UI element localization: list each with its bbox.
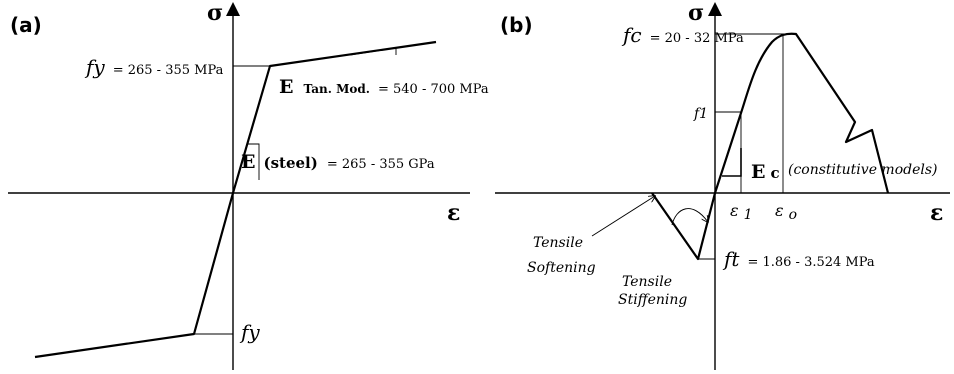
- panel-a-steel-modulus-label: E (steel) = 265 - 355 GPa: [241, 151, 435, 173]
- panel-b-f1-label: f1: [693, 106, 708, 122]
- panel-b-constitutive-label: (constitutive models): [788, 162, 938, 178]
- panel-b-ft-label: ft = 1.86 - 3.524 MPa: [722, 247, 875, 271]
- panel-b-epso-label: ε o: [775, 201, 797, 223]
- panel-b-fc-label: fc = 20 - 32 MPa: [621, 23, 744, 47]
- panel-a-steel-curve: [35, 42, 436, 357]
- panel-a-stress-axis-arrow-icon: [226, 2, 240, 16]
- panel-a: (a) σ ε fy = 265 - 355 MPa E Tan. Mod. =…: [8, 0, 489, 370]
- panel-b-eps1-label: ε 1: [730, 201, 753, 223]
- panel-a-fy-bottom-label: fy: [239, 320, 260, 344]
- panel-b-stiffening-arrow: [672, 209, 708, 225]
- panel-a-fy-top-label: fy = 265 - 355 MPa: [84, 55, 224, 79]
- panel-b-tensile-softening-line2: Softening: [527, 260, 596, 276]
- panel-b-tension-curve: [652, 193, 715, 259]
- panel-b-stress-axis-arrow-icon: [708, 2, 722, 16]
- panel-b-tensile-softening-line1: Tensile: [533, 235, 583, 251]
- panel-a-epsilon-label: ε: [447, 200, 460, 226]
- panel-a-label: (a): [10, 13, 42, 37]
- panel-a-sigma-label: σ: [207, 0, 223, 26]
- panel-b-tensile-stiffening-line2: Stiffening: [618, 292, 687, 308]
- panel-b-softening-arrow: [592, 196, 655, 236]
- panel-b-tensile-stiffening-line1: Tensile: [622, 274, 672, 290]
- panel-b: (b) σ ε fc = 20 - 32 MPa f1 E c: [495, 0, 950, 370]
- panel-b-sigma-label: σ: [688, 0, 704, 26]
- panel-b-label: (b): [500, 13, 533, 37]
- panel-a-tangent-modulus-label: E Tan. Mod. = 540 - 700 MPa: [279, 76, 489, 98]
- panel-b-ec-label: E c: [751, 161, 780, 183]
- panel-a-tangent-slope-triangle: [350, 48, 396, 55]
- panel-b-epsilon-label: ε: [930, 200, 943, 226]
